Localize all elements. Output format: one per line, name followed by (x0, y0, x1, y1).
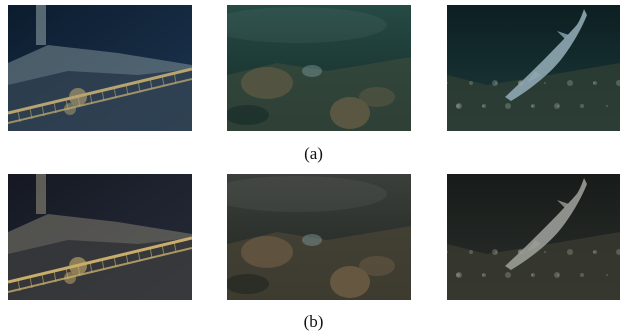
shipwreck-bow-railing-photo (8, 174, 192, 300)
seafloor-rocks-photo (227, 174, 411, 300)
shark-swimming-photo (447, 174, 620, 300)
caption-a: (a) (0, 144, 627, 164)
photo-a3 (447, 5, 620, 131)
photo-b2 (227, 174, 411, 300)
caption-b: (b) (0, 312, 627, 332)
shark-swimming-photo (447, 5, 620, 131)
photo-b1 (8, 174, 192, 300)
photo-a1 (8, 5, 192, 131)
photo-b3 (447, 174, 620, 300)
seafloor-rocks-photo (227, 5, 411, 131)
shipwreck-bow-railing-photo (8, 5, 192, 131)
photo-a2 (227, 5, 411, 131)
